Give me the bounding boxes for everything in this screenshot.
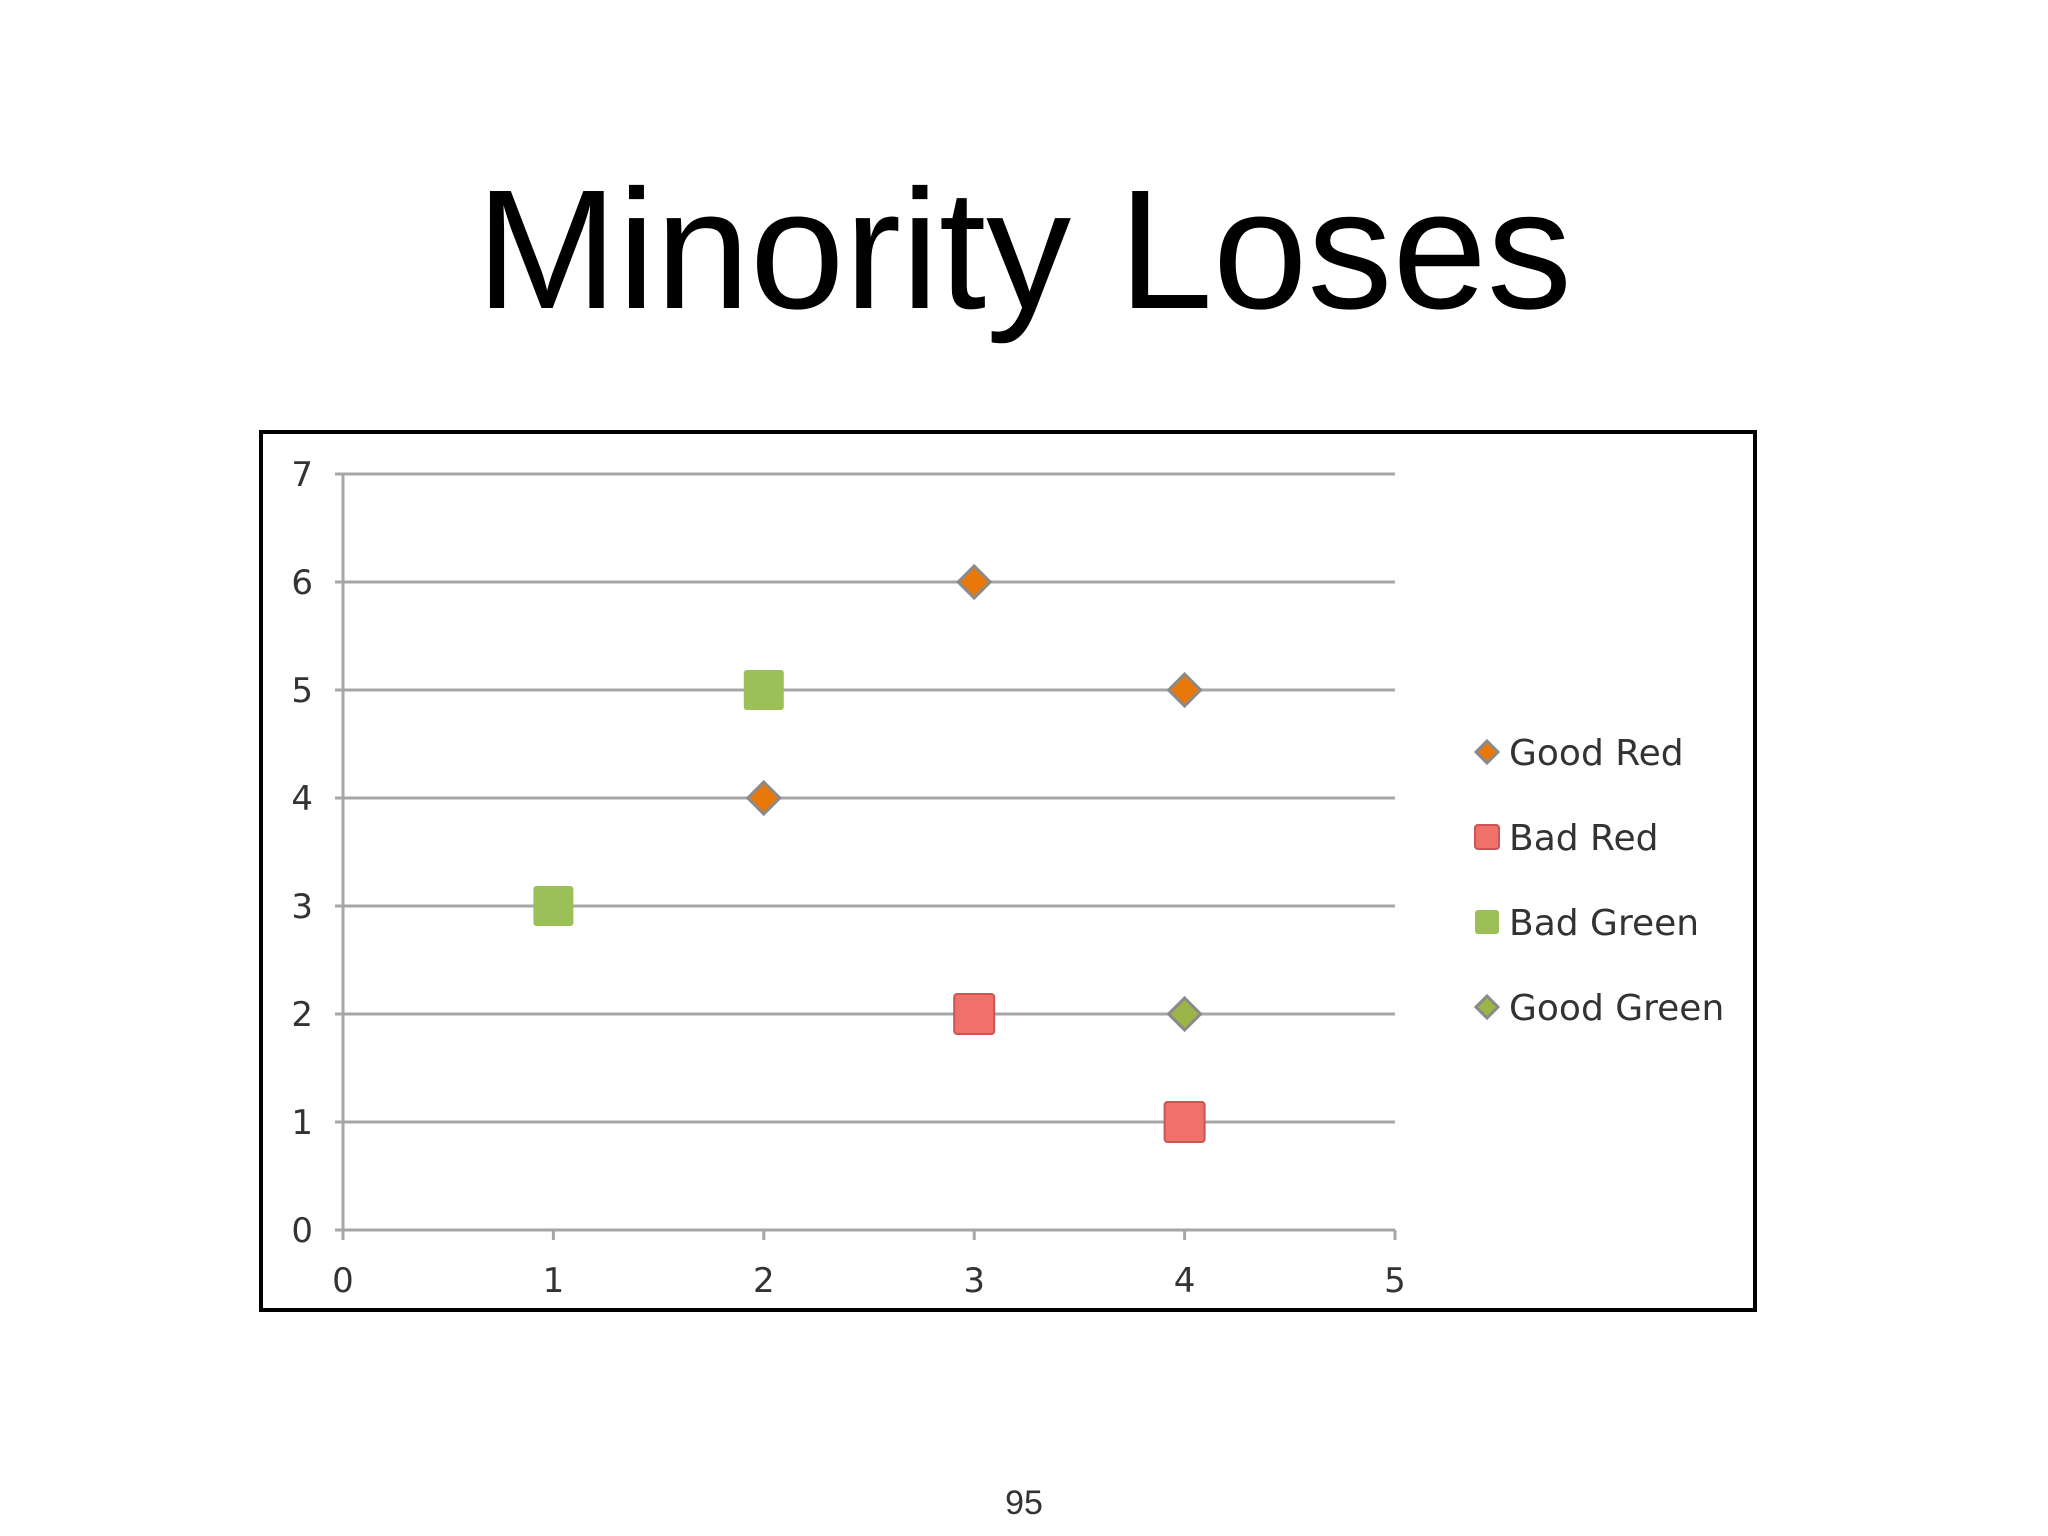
x-tick-label: 3 — [963, 1261, 985, 1301]
page-number: 95 — [1005, 1484, 1043, 1522]
diamond-point — [745, 779, 782, 817]
legend-label: Good Green — [1509, 988, 1724, 1029]
x-tick-label: 0 — [332, 1261, 354, 1301]
slide-title: Minority Loses — [476, 155, 1572, 345]
data-points — [533, 563, 1206, 1143]
legend-square-marker — [1475, 910, 1499, 934]
y-tick-label: 7 — [291, 455, 313, 495]
x-tick-label: 5 — [1384, 1261, 1406, 1301]
square-point — [743, 670, 784, 710]
y-tick-label: 3 — [291, 887, 313, 927]
square-point — [953, 993, 996, 1035]
legend: Good Red Bad Red Bad Green Good Green — [1473, 733, 1724, 1029]
x-tick-label: 4 — [1174, 1261, 1196, 1301]
grid-lines — [335, 472, 1395, 1232]
legend-label: Bad Red — [1509, 818, 1658, 859]
legend-square-marker — [1474, 824, 1500, 850]
square-point — [1163, 1101, 1206, 1143]
legend-label: Good Red — [1509, 733, 1684, 774]
y-tick-label: 4 — [291, 779, 313, 819]
y-tick-label: 0 — [291, 1211, 313, 1251]
y-tick-label: 6 — [291, 563, 313, 603]
square-point — [533, 886, 574, 926]
diamond-point — [1166, 671, 1203, 709]
y-tick-label: 1 — [291, 1103, 313, 1143]
y-tick-label: 5 — [291, 671, 313, 711]
x-tick-label: 2 — [753, 1261, 775, 1301]
axes: 0 1 2 3 4 5 6 7 0 1 2 3 4 5 — [291, 455, 1405, 1301]
y-tick-label: 2 — [291, 995, 313, 1035]
x-tick-label: 1 — [543, 1261, 565, 1301]
diamond-point — [1166, 995, 1203, 1033]
legend-diamond-marker — [1473, 993, 1501, 1021]
diamond-point — [956, 563, 993, 601]
legend-label: Bad Green — [1509, 903, 1699, 944]
legend-diamond-marker — [1473, 738, 1501, 766]
